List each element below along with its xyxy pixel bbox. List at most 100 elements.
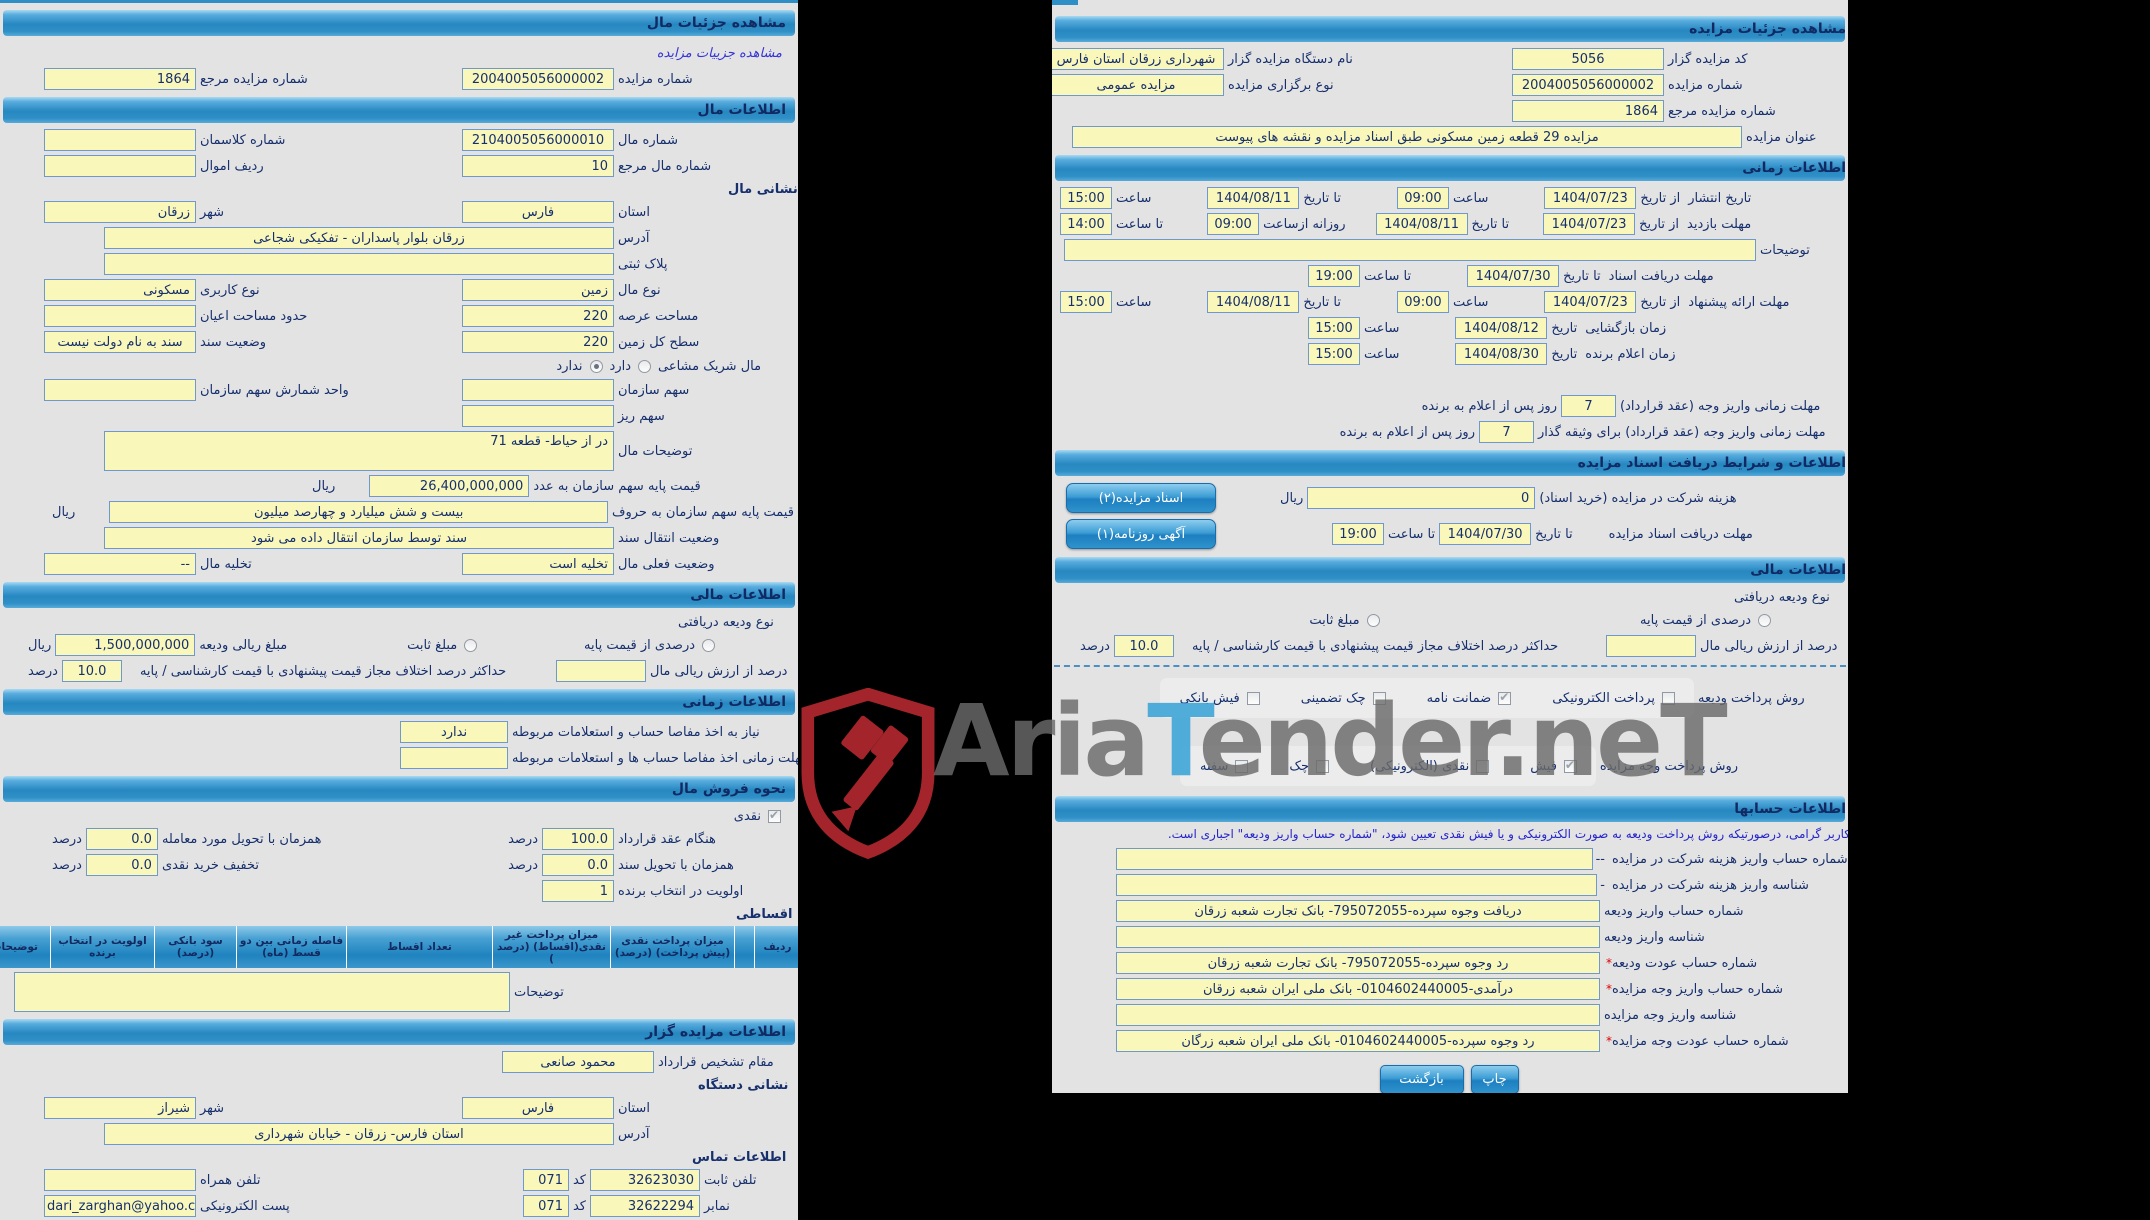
class-number-field[interactable] (44, 129, 196, 151)
building-area-field[interactable] (44, 305, 196, 327)
auction-number-field[interactable]: 2004005056000002 (1512, 74, 1664, 96)
auction-type-field[interactable]: مزایده عمومی (1052, 74, 1224, 96)
max-diff-field[interactable]: 10.0 (1113, 635, 1174, 657)
deed-payment-field[interactable]: 0.0 (542, 854, 614, 876)
joint-owner-no-radio[interactable] (589, 359, 603, 373)
org-address-field[interactable]: استان فارس- زرقان - خیابان شهرداری (104, 1123, 614, 1145)
cash-checkbox[interactable] (768, 808, 781, 823)
winner-hour-field[interactable]: 15:00 (1308, 343, 1360, 365)
doc-deadline-date-field[interactable]: 1404/07/30 (1467, 265, 1560, 287)
share-unit-field[interactable] (44, 379, 196, 401)
sale-description-field[interactable] (14, 972, 510, 1012)
promissory-note-checkbox[interactable] (1235, 759, 1249, 773)
bank-slip-checkbox[interactable] (1246, 691, 1260, 705)
deposit-account-id-field[interactable] (1116, 926, 1600, 948)
deposit-amount-field[interactable]: 1,500,000,000 (55, 634, 196, 656)
fee-account-field[interactable] (1116, 848, 1593, 870)
city-field[interactable]: زرقان (44, 201, 196, 223)
doc-deadline-hour-field[interactable]: 19:00 (1308, 265, 1360, 287)
auction-ref-number-field[interactable]: 1864 (44, 68, 196, 90)
share-detail-field[interactable] (462, 405, 614, 427)
usage-type-field[interactable]: مسکونی (44, 279, 196, 301)
cash-electronic-checkbox[interactable] (1476, 759, 1490, 773)
deed-status-field[interactable]: سند به نام دولت نیست (44, 331, 196, 353)
cash-discount-field[interactable]: 0.0 (85, 854, 158, 876)
doc-receive-hour-field[interactable]: 19:00 (1332, 523, 1384, 545)
phone-field[interactable]: 32623030 (590, 1169, 700, 1191)
deed-transfer-field[interactable]: سند توسط سازمان انتقال داده می شود (104, 527, 614, 549)
percent-of-value-field[interactable] (1606, 635, 1696, 657)
back-button[interactable]: بازگشت (1379, 1064, 1464, 1093)
offer-to-date-field[interactable]: 1404/08/11 (1207, 291, 1300, 313)
email-field[interactable]: dari_zarghan@yahoo.com (44, 1195, 196, 1217)
participation-fee-field[interactable]: 0 (1307, 487, 1536, 509)
assets-row-field[interactable] (44, 155, 196, 177)
percent-of-value-field[interactable] (556, 660, 646, 682)
org-city-field[interactable]: شیراز (44, 1097, 196, 1119)
publish-from-date-field[interactable]: 1404/07/23 (1544, 187, 1637, 209)
auction-documents-button[interactable]: اسناد مزایده(۲) (1066, 483, 1216, 513)
guarantee-checkbox[interactable] (1498, 690, 1512, 705)
mobile-field[interactable] (44, 1169, 196, 1191)
auction-payment-id-field[interactable] (1116, 1004, 1600, 1026)
land-area-field[interactable]: 220 (462, 305, 614, 327)
opening-hour-field[interactable]: 15:00 (1308, 317, 1360, 339)
registration-plate-field[interactable] (104, 253, 614, 275)
visit-to-date-field[interactable]: 1404/08/11 (1375, 213, 1468, 235)
base-price-number-field[interactable]: 26,400,000,000 (369, 475, 530, 497)
auction-title-field[interactable]: مزایده 29 قطعه زمین مسکونی طبق اسناد مزا… (1072, 126, 1742, 148)
base-price-words-field[interactable]: بیست و شش میلیارد و چهارصد میلیون (109, 501, 608, 523)
fax-code-field[interactable]: 071 (522, 1195, 569, 1217)
auction-number-field[interactable]: 2004005056000002 (462, 68, 614, 90)
property-description-field[interactable]: در از حیاط- قطعه 71 (104, 431, 614, 471)
total-land-field[interactable]: 220 (462, 331, 614, 353)
deposit-account-field[interactable]: دریافت وجوه سپرده-795072055- بانک تجارت … (1116, 900, 1600, 922)
province-field[interactable]: فارس (462, 201, 614, 223)
winner-priority-field[interactable]: 1 (542, 880, 614, 902)
org-share-field[interactable] (462, 379, 614, 401)
clearance-field[interactable]: ندارد (400, 721, 508, 743)
percent-of-base-radio[interactable] (1758, 613, 1772, 627)
address-field[interactable]: زرقان بلوار پاسداران - تفکیکی شجاعی (104, 227, 614, 249)
phone-code-field[interactable]: 071 (522, 1169, 569, 1191)
electronic-payment-checkbox[interactable] (1662, 691, 1675, 705)
opening-date-field[interactable]: 1404/08/12 (1455, 317, 1548, 339)
org-name-field[interactable]: شهرداری زرقان استان فارس (1052, 48, 1224, 70)
visit-to-hour-field[interactable]: 14:00 (1060, 213, 1112, 235)
cheque-checkbox[interactable] (1316, 759, 1330, 773)
fixed-amount-radio[interactable] (464, 638, 478, 652)
offer-from-date-field[interactable]: 1404/07/23 (1544, 291, 1637, 313)
newspaper-ad-button[interactable]: آگهی روزنامه(۱) (1066, 519, 1216, 549)
current-status-field[interactable]: تخلیه است (462, 553, 614, 575)
joint-owner-yes-radio[interactable] (638, 359, 651, 373)
publish-from-hour-field[interactable]: 09:00 (1396, 187, 1449, 209)
evacuation-field[interactable]: -- (44, 553, 196, 575)
clearance-deadline-field[interactable] (400, 747, 508, 769)
auctioneer-code-field[interactable]: 5056 (1512, 48, 1664, 70)
offer-to-hour-field[interactable]: 15:00 (1060, 291, 1112, 313)
time-description-field[interactable] (1064, 239, 1756, 261)
deposit-return-account-field[interactable]: رد وجوه سپرده-795072055- بانک تجارت شعبه… (1116, 952, 1600, 974)
visit-from-hour-field[interactable]: 09:00 (1207, 213, 1260, 235)
fixed-amount-radio[interactable] (1366, 613, 1380, 627)
print-button[interactable]: چاپ (1470, 1064, 1519, 1093)
percent-of-base-radio[interactable] (702, 638, 716, 652)
contract-payment-field[interactable]: 100.0 (542, 828, 614, 850)
offer-from-hour-field[interactable]: 09:00 (1396, 291, 1449, 313)
fee-account-id-field[interactable] (1116, 874, 1598, 896)
doc-receive-date-field[interactable]: 1404/07/30 (1439, 523, 1532, 545)
fish-checkbox[interactable] (1563, 758, 1577, 773)
auction-return-account-field[interactable]: رد وجوه سپرده-0104602440005- بانک ملی ای… (1116, 1030, 1600, 1052)
visit-from-date-field[interactable]: 1404/07/23 (1543, 213, 1636, 235)
secured-cheque-checkbox[interactable] (1372, 691, 1386, 705)
property-ref-number-field[interactable]: 10 (462, 155, 614, 177)
auction-payment-account-field[interactable]: درآمدی-0104602440005- بانک ملی ایران شعب… (1116, 978, 1600, 1000)
winner-date-field[interactable]: 1404/08/30 (1455, 343, 1548, 365)
fax-field[interactable]: 32622294 (590, 1195, 700, 1217)
payment-days-field[interactable]: 7 (1561, 395, 1616, 417)
delivery-payment-field[interactable]: 0.0 (85, 828, 158, 850)
property-number-field[interactable]: 2104005056000010 (462, 129, 614, 151)
org-province-field[interactable]: فارس (462, 1097, 614, 1119)
view-auction-details-link[interactable]: مشاهده جزییات مزایده (656, 45, 782, 61)
auction-ref-field[interactable]: 1864 (1512, 100, 1664, 122)
